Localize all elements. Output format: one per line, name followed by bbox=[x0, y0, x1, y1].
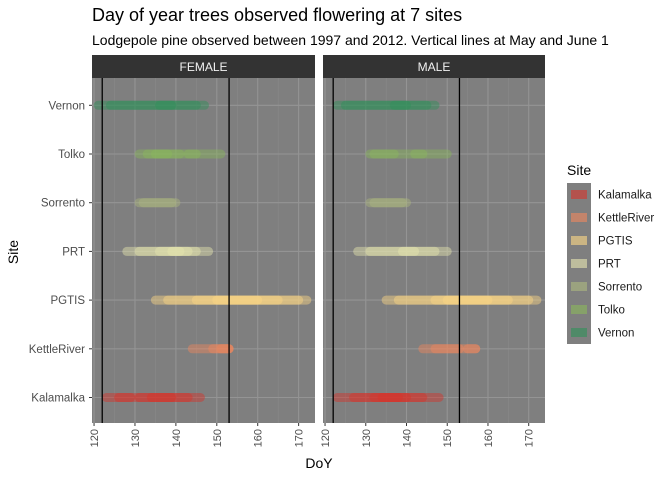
y-axis-tick-labels: Kalamalka KettleRiver PGTIS PRT Sorrento Tolk… bbox=[29, 100, 92, 405]
y-axis-title: Site bbox=[5, 240, 21, 264]
facet-strip bbox=[92, 55, 315, 78]
x-axis-title: DoY bbox=[305, 455, 333, 471]
x-tick-label: 120 bbox=[89, 429, 101, 447]
y-tick-label: Tolko bbox=[58, 149, 85, 161]
legend-label: Tolko bbox=[598, 305, 625, 317]
panel-background bbox=[92, 78, 315, 423]
legend: Site Kalamalka KettleRiver PGTIS PRT Sorrent… bbox=[567, 162, 654, 344]
facet-strip-label: MALE bbox=[418, 60, 451, 74]
x-tick-label: 160 bbox=[253, 429, 265, 447]
x-tick-label: 170 bbox=[524, 429, 536, 447]
x-tick-label: 130 bbox=[130, 429, 142, 447]
legend-label: Sorrento bbox=[598, 282, 642, 294]
facet-strip bbox=[323, 55, 545, 78]
chart-title: Day of year trees observed flowering at … bbox=[92, 5, 462, 25]
legend-label: Kalamalka bbox=[598, 190, 652, 202]
legend-label: PGTIS bbox=[598, 236, 633, 248]
x-tick-label: 160 bbox=[483, 429, 495, 447]
y-tick-label: PGTIS bbox=[50, 295, 85, 307]
y-tick-label: PRT bbox=[62, 246, 85, 258]
y-tick-label: Sorrento bbox=[41, 198, 85, 210]
y-tick-label: KettleRiver bbox=[29, 344, 85, 356]
panel-background bbox=[323, 78, 545, 423]
x-tick-label: 120 bbox=[320, 429, 332, 447]
x-tick-label: 130 bbox=[361, 429, 373, 447]
chart-subtitle: Lodgepole pine observed between 1997 and… bbox=[92, 32, 609, 48]
y-tick-label: Kalamalka bbox=[31, 393, 85, 405]
x-tick-label: 140 bbox=[402, 429, 414, 447]
legend-label: Vernon bbox=[598, 328, 634, 340]
legend-label: PRT bbox=[598, 259, 621, 271]
panel-female: FEMALE bbox=[92, 55, 315, 423]
x-tick-label: 170 bbox=[294, 429, 306, 447]
x-tick-label: 150 bbox=[212, 429, 224, 447]
y-tick-label: Vernon bbox=[49, 100, 85, 112]
panel-male: MALE bbox=[323, 55, 545, 423]
facet-strip-label: FEMALE bbox=[179, 60, 227, 74]
legend-label: KettleRiver bbox=[598, 213, 654, 225]
x-axis-tick-labels: 120 130 140 150 160 170 120 130 140 150 160 170 bbox=[89, 423, 536, 447]
x-tick-label: 140 bbox=[171, 429, 183, 447]
x-tick-label: 150 bbox=[442, 429, 454, 447]
legend-title: Site bbox=[567, 162, 591, 178]
